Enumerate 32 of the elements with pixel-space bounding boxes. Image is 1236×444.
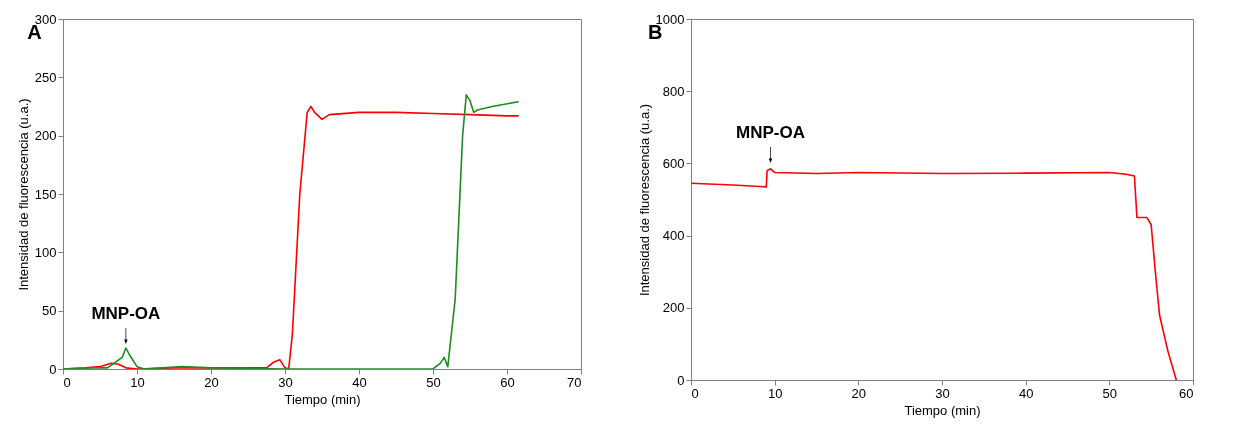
x-axis-title: Tiempo (min) [284,391,361,407]
line-series [691,168,1178,380]
x-tick-label: 70 [567,374,582,390]
y-tick-label: 200 [662,300,685,316]
y-axis-title: Intensidad de fluorescencia (u.a.) [636,103,652,297]
y-tick-label: 150 [34,186,57,202]
annotation: MNP-OA [91,304,161,323]
x-tick-label: 10 [130,374,145,390]
x-tick-label: 50 [1102,385,1118,401]
x-tick-label: 30 [278,374,293,390]
y-tick-label: 0 [49,361,57,377]
y-tick-label: 250 [34,69,57,85]
x-axis-title: Tiempo (min) [904,402,981,418]
x-tick-label: 40 [352,374,367,390]
x-tick-label: 20 [204,374,219,390]
y-tick-label: 400 [662,228,685,244]
x-tick-label: 40 [1018,385,1034,401]
y-tick-label: 50 [42,303,57,319]
x-tick-label: 10 [767,385,783,401]
x-tick-label: 0 [63,374,71,390]
x-tick-label: 20 [851,385,867,401]
y-tick-label: 800 [662,83,685,99]
y-tick-label: 100 [34,244,57,260]
y-tick-label: 600 [662,155,685,171]
x-tick-label: 50 [426,374,441,390]
annotation: MNP-OA [736,123,805,143]
x-tick-label: 0 [691,385,699,401]
x-tick-label: 60 [1179,385,1194,401]
y-tick-label: 200 [34,128,57,144]
x-tick-label: 60 [500,374,515,390]
y-axis-title: Intensidad de fluorescencia (u.a.) [15,98,31,291]
x-tick-label: 30 [935,385,950,401]
